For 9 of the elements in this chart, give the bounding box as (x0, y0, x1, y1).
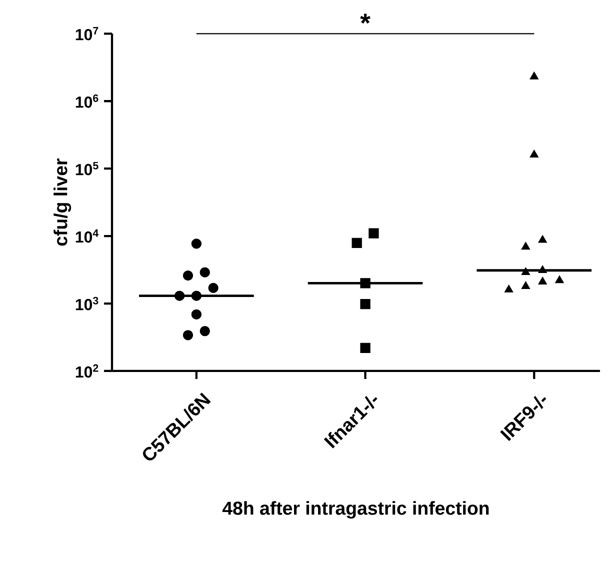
y-tick-label: 10$^{5}$ (76, 162, 98, 176)
y-tick-label: 10$^{7}$ (76, 27, 98, 40)
y-axis-title: cfu/g liver (54, 158, 72, 246)
y-tick-label: 10$^{3}$ (76, 296, 98, 310)
x-axis-title: 48h after intragastric infection (222, 501, 489, 519)
y-tick-label: 10$^{4}$ (76, 229, 99, 243)
y-tick-label: 10$^{2}$ (76, 364, 98, 378)
y-tick-label: 10$^{6}$ (76, 94, 98, 108)
text: * (360, 14, 370, 24)
